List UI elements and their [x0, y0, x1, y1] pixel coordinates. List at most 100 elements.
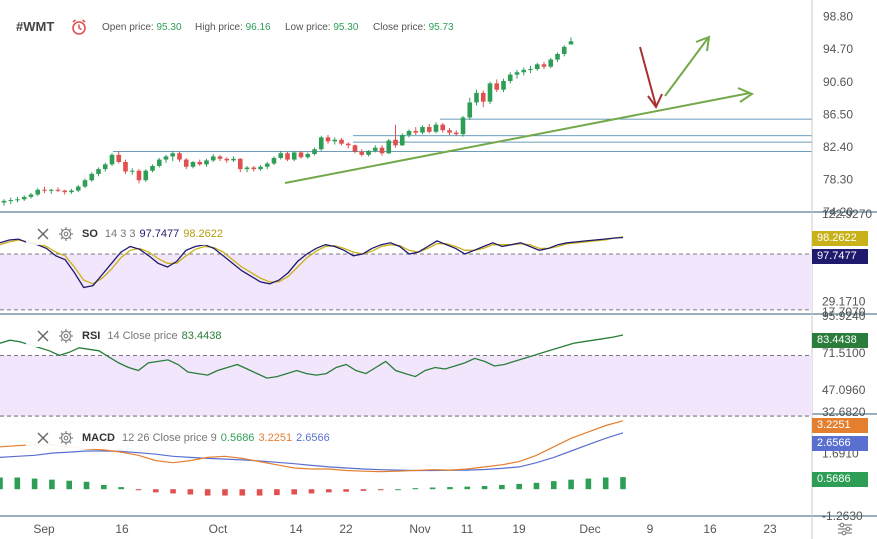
so-value-d: 98.2622: [183, 228, 224, 240]
bull-candle: [1, 200, 7, 203]
macd-histogram-bar: [152, 489, 159, 493]
bull-candle: [21, 196, 27, 200]
time-axis-tick: Sep: [33, 522, 55, 536]
price-axis-tick: 86.50: [823, 107, 853, 121]
rsi-line: [0, 334, 624, 379]
bear-candle: [217, 156, 223, 159]
trendline: [284, 92, 751, 184]
macd-histogram-bar: [550, 481, 557, 490]
macd-histogram-bar: [395, 489, 401, 491]
time-axis-tick: 23: [763, 522, 777, 536]
macd-histogram-bar: [412, 488, 419, 490]
bull-candle: [332, 139, 338, 142]
bull-candle: [143, 170, 149, 181]
bear-candle: [298, 152, 304, 158]
signal-price-badge: 2.6566: [812, 436, 868, 451]
bear-candle: [393, 139, 398, 146]
bull-candle: [406, 131, 412, 135]
bear-candle: [197, 161, 203, 165]
symbol-label: #WMT: [16, 19, 55, 34]
trendline-arrowhead: [737, 87, 755, 103]
time-axis-tick: Dec: [579, 522, 600, 536]
bull-candle: [102, 164, 108, 170]
bull-candle: [460, 117, 466, 135]
time-axis-tick: 16: [703, 522, 717, 536]
bull-candle: [399, 134, 405, 146]
gear-icon[interactable]: [58, 328, 74, 344]
down-arrow: [639, 46, 657, 107]
macd-histogram-bar: [360, 489, 367, 491]
macd-histogram-bar: [83, 481, 90, 490]
macd-histogram-bar: [568, 479, 574, 490]
macd-indicator-legend: MACD 12 26 Close price 9 0.5686 3.2251 2…: [26, 427, 340, 449]
macd-histogram-bar: [66, 480, 73, 490]
bull-candle: [75, 186, 81, 191]
bull-candle: [548, 59, 554, 67]
bear-candle: [325, 137, 331, 142]
close-icon[interactable]: [36, 431, 50, 445]
price-axis-tick: 94.70: [823, 42, 853, 56]
bear-candle: [62, 190, 68, 193]
rsi-axis-tick: 71.5100: [822, 346, 866, 360]
time-axis-tick: 11: [461, 522, 474, 536]
chart-settings-icon[interactable]: [836, 521, 854, 537]
bull-candle: [521, 69, 527, 73]
bull-candle: [170, 153, 176, 157]
high-price: High price: 96.16: [195, 22, 271, 33]
bear-candle: [480, 92, 486, 102]
macd-params: 12 26 Close price 9: [122, 432, 217, 444]
macd-histogram-bar: [31, 478, 38, 490]
gear-icon[interactable]: [58, 226, 74, 242]
so-axis-tick: 29.1710: [822, 294, 866, 308]
bull-candle: [28, 194, 34, 197]
overbought-oversold-band: [0, 253, 812, 310]
bull-candle: [474, 92, 479, 103]
rsi-name: RSI: [82, 330, 101, 342]
macd-value-line: 3.2251: [258, 432, 293, 444]
bull-candle: [89, 173, 95, 181]
close-icon[interactable]: [36, 329, 50, 343]
macd-histogram-bar: [602, 477, 609, 490]
macd-histogram-bar: [533, 482, 540, 490]
time-axis-tick: 9: [647, 522, 654, 536]
bull-candle: [372, 147, 378, 151]
close-icon[interactable]: [36, 227, 50, 241]
gear-icon[interactable]: [58, 430, 74, 446]
price-axis-tick: 78.30: [823, 172, 853, 186]
bear-candle: [494, 83, 500, 90]
bear-candle: [541, 64, 547, 67]
time-axis-tick: 14: [289, 522, 303, 536]
down-arrow-head: [647, 93, 663, 109]
so-axis-tick: 122.9270: [822, 207, 872, 221]
rsi-params: 14 Close price: [107, 330, 178, 342]
bear-candle: [440, 124, 446, 131]
rsi-value: 83.4438: [181, 330, 222, 342]
overbought-oversold-band: [0, 355, 812, 417]
macd-name: MACD: [82, 432, 115, 444]
so-indicator-legend: SO 14 3 3 97.7477 98.2622: [26, 223, 234, 245]
macd-histogram-bar: [170, 489, 176, 494]
time-axis-tick: 19: [512, 522, 526, 536]
alarm-clock-icon[interactable]: [70, 18, 88, 36]
bear-candle: [177, 153, 182, 160]
rsi-indicator-legend: RSI 14 Close price 83.4438: [26, 325, 232, 347]
bear-candle: [379, 147, 385, 154]
bull-candle: [366, 150, 371, 155]
macd-histogram-bar: [14, 477, 21, 490]
chart-header: #WMT Open price: 95.30 High price: 96.16…: [0, 0, 812, 40]
bull-candle: [210, 156, 216, 161]
macd-histogram-bar: [499, 484, 505, 490]
bull-candle: [467, 102, 473, 118]
bull-candle: [312, 149, 317, 155]
bear-candle: [352, 145, 358, 152]
rsi-axis-tick: 95.9240: [822, 309, 866, 323]
macd-line-price-badge: 3.2251: [812, 418, 868, 433]
bull-candle: [555, 53, 560, 60]
so-d-line: [0, 236, 624, 285]
macd-histogram-bar: [481, 486, 488, 490]
bull-candle: [386, 140, 392, 154]
bear-candle: [183, 159, 189, 167]
macd-histogram-bar: [222, 489, 228, 496]
bull-candle: [278, 153, 284, 159]
macd-histogram-bar: [464, 486, 471, 490]
